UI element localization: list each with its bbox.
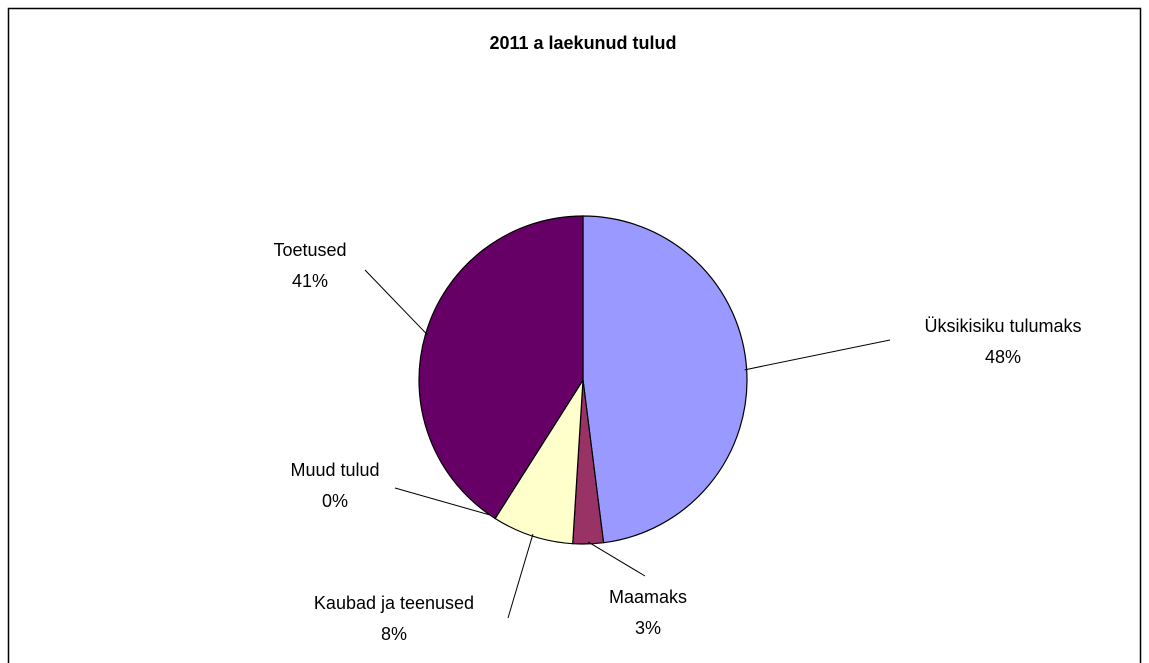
- slice-label: Kaubad ja teenused: [314, 593, 474, 613]
- slice-label: Toetused: [273, 240, 346, 260]
- leader-line: [587, 541, 646, 577]
- chart-title: 2011 a laekunud tulud: [489, 33, 676, 53]
- slice-value-label: 0%: [322, 491, 348, 511]
- slice-label: Üksikisiku tulumaks: [924, 316, 1081, 336]
- leader-line: [507, 533, 534, 619]
- pie-slice: [418, 215, 584, 520]
- slice-value-label: 3%: [635, 618, 661, 638]
- slice-label: Maamaks: [609, 587, 687, 607]
- slice-value-label: 41%: [292, 271, 328, 291]
- slice-label: Muud tulud: [290, 460, 379, 480]
- leader-line: [364, 269, 428, 336]
- slice-value-label: 48%: [985, 347, 1021, 367]
- leader-line: [744, 339, 891, 371]
- slice-value-label: 8%: [381, 624, 407, 644]
- leader-line: [394, 487, 497, 518]
